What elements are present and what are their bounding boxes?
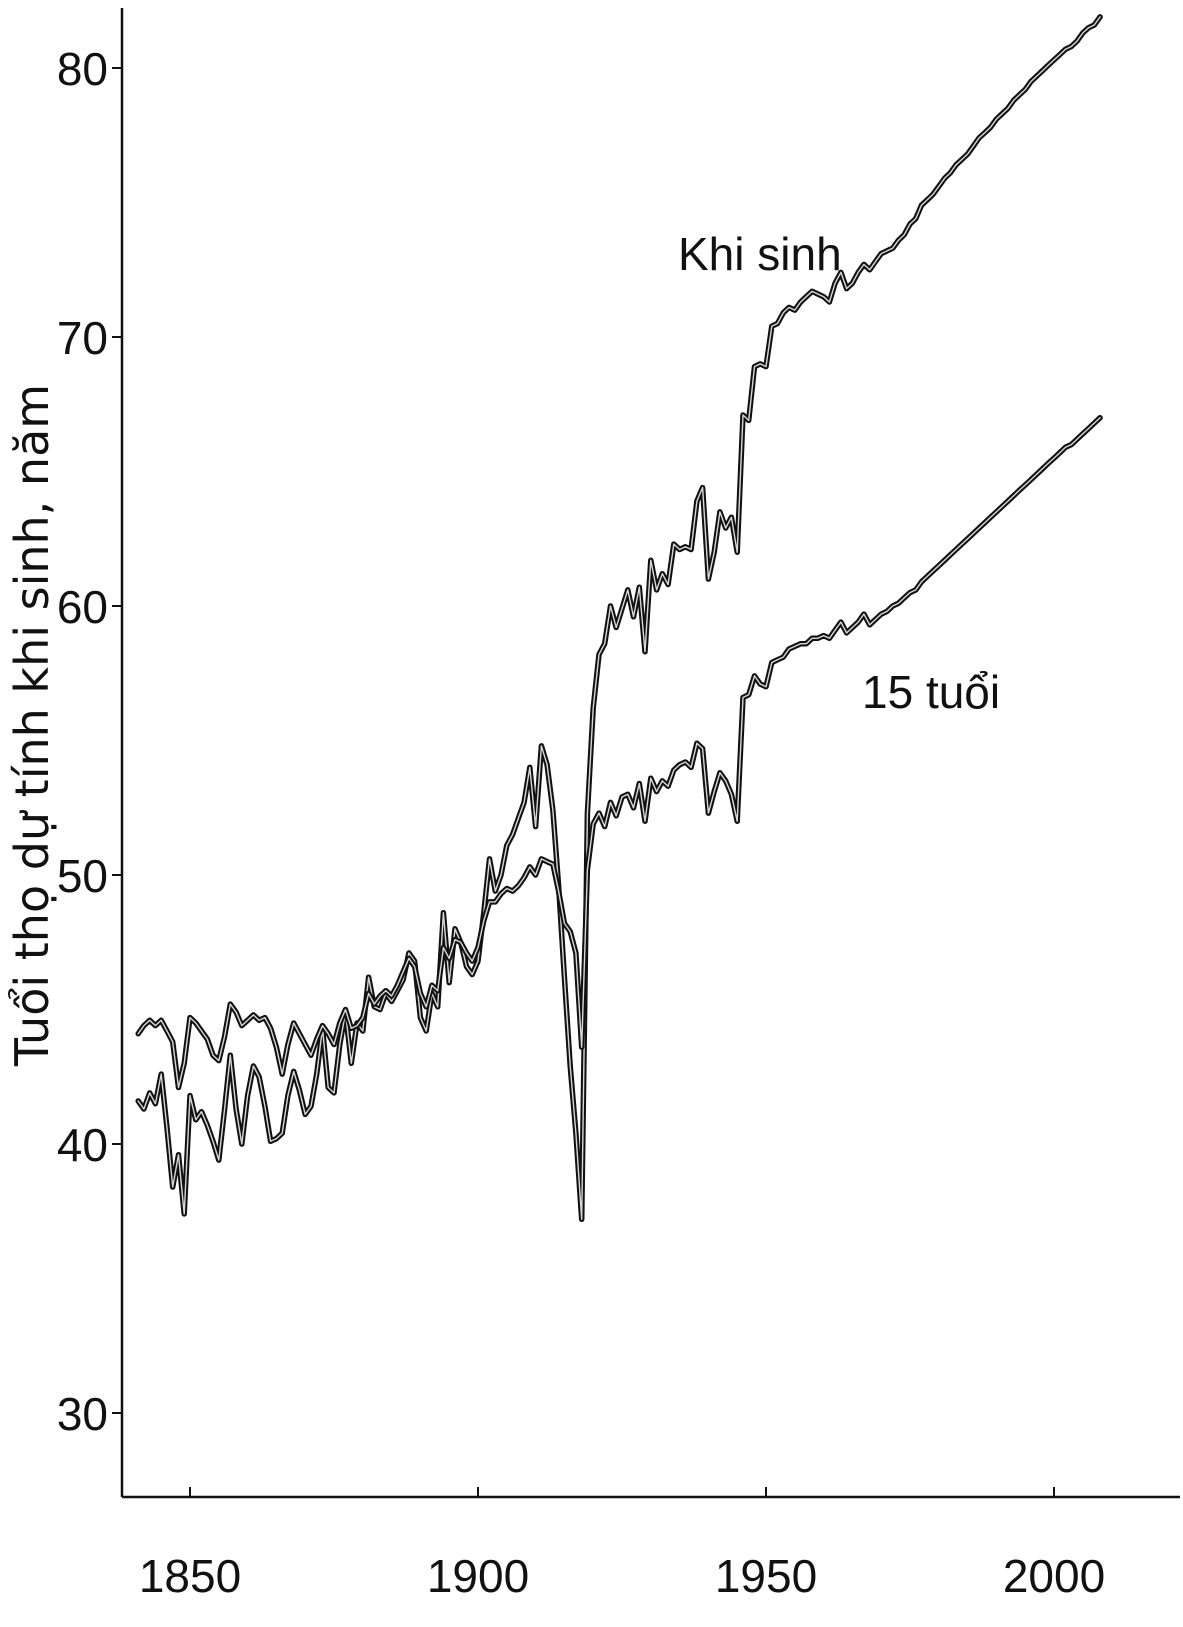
- annotation-15-tuoi: 15 tuổi: [862, 666, 1000, 718]
- y-axis-title: Tuổi thọ dự tính khi sinh, năm: [5, 384, 59, 1067]
- x-tick-label: 2000: [1003, 1550, 1105, 1602]
- annotation-khi-sinh: Khi sinh: [678, 228, 842, 280]
- y-tick-label: 70: [57, 312, 108, 364]
- series-lines: [135, 14, 1103, 1223]
- series-line-core-birth: [137, 16, 1101, 1220]
- y-tick-label: 80: [57, 43, 108, 95]
- series-line-core-age-15: [137, 417, 1101, 1089]
- x-axis-ticks: 1850 1900 1950 2000: [139, 1487, 1105, 1602]
- y-tick-label: 30: [57, 1388, 108, 1440]
- x-tick-label: 1900: [427, 1550, 529, 1602]
- annotations: Khi sinh 15 tuổi: [678, 228, 1000, 718]
- y-tick-label: 40: [57, 1119, 108, 1171]
- y-axis-ticks: 30 40 50 60 70 80: [57, 43, 122, 1440]
- series-line-age-15: [135, 414, 1103, 1091]
- x-tick-label: 1950: [715, 1550, 817, 1602]
- x-tick-label: 1850: [139, 1550, 241, 1602]
- y-tick-label: 50: [57, 850, 108, 902]
- y-tick-label: 60: [57, 581, 108, 633]
